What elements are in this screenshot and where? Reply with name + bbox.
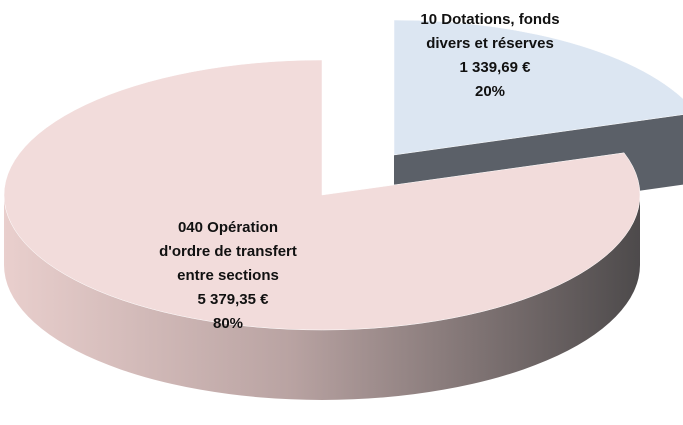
slice-label: 040 Opération <box>178 219 278 236</box>
slice-label: d'ordre de transfert <box>159 243 297 260</box>
slice <box>393 19 683 156</box>
slice-label: entre sections <box>177 267 279 284</box>
slice-percent: 80% <box>213 315 243 332</box>
slice-label: divers et réserves <box>426 35 554 52</box>
slice <box>3 59 641 331</box>
slice-side <box>4 195 640 400</box>
slice-percent: 20% <box>475 83 505 100</box>
slice-label: 10 Dotations, fonds <box>420 11 559 28</box>
pie <box>3 19 683 400</box>
labels: 10 Dotations, fonds divers et réserves 1 3… <box>159 11 559 332</box>
slice-value: 5 379,35 € <box>198 291 270 308</box>
slice-value: 1 339,69 € <box>460 59 532 76</box>
